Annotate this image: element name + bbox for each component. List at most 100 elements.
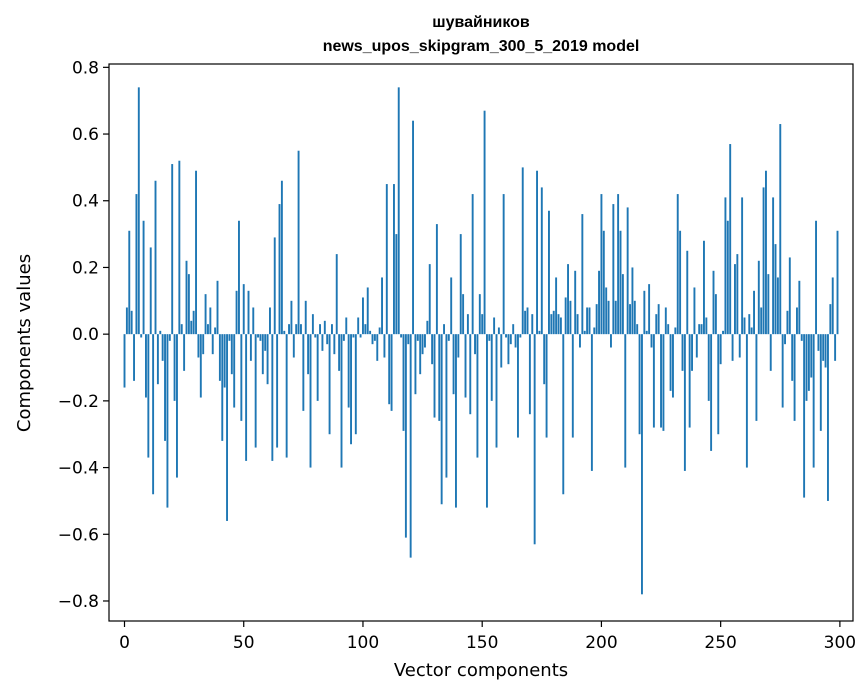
bar (428, 264, 431, 335)
bar (836, 230, 839, 335)
bar (521, 167, 524, 335)
bar (421, 334, 424, 355)
bar (631, 267, 634, 335)
bar (233, 334, 236, 408)
bar (698, 324, 701, 335)
bar (514, 334, 517, 348)
bar (447, 334, 450, 341)
bar (378, 327, 381, 335)
bar (180, 324, 183, 335)
bar (431, 334, 434, 365)
bar (414, 334, 417, 395)
bar (321, 334, 324, 351)
bar (626, 207, 629, 335)
bar (123, 334, 126, 388)
bar (593, 327, 596, 335)
bar (483, 110, 486, 335)
bar (304, 300, 307, 335)
bar (600, 194, 603, 335)
y-tick-label: 0.6 (72, 125, 99, 145)
bar (781, 334, 784, 408)
bar (323, 320, 326, 335)
bar (590, 334, 593, 471)
bar (557, 314, 560, 335)
bar (319, 324, 321, 335)
bar (204, 294, 207, 335)
bar (381, 277, 383, 335)
bar (238, 220, 240, 335)
bar (125, 307, 128, 335)
bar (688, 334, 691, 428)
bar (714, 294, 717, 335)
bar (645, 330, 648, 335)
bar (803, 334, 806, 498)
bar (285, 334, 288, 458)
bar (292, 334, 295, 358)
bar (383, 334, 386, 358)
bar (748, 314, 751, 335)
bar (173, 334, 176, 401)
bar (316, 334, 319, 401)
bar (588, 307, 591, 335)
bar (633, 300, 636, 335)
bar (373, 334, 376, 341)
bar (183, 334, 186, 371)
bar (564, 297, 567, 335)
bar (583, 330, 586, 335)
bar (347, 334, 350, 408)
bar (788, 257, 791, 335)
bar (571, 334, 574, 438)
bar (135, 194, 138, 335)
bar (772, 197, 775, 335)
bar (507, 334, 510, 365)
bar (638, 334, 641, 435)
bar (822, 334, 825, 361)
bar (459, 234, 462, 335)
bar (807, 334, 810, 391)
bar (252, 307, 255, 335)
bar (662, 334, 665, 431)
bar (598, 270, 600, 335)
bar (793, 334, 796, 421)
bar (555, 277, 558, 335)
bar (664, 307, 667, 335)
bar (536, 170, 538, 335)
bar (559, 317, 562, 335)
bar (326, 334, 329, 345)
y-tick-label: −0.8 (58, 592, 99, 612)
x-tick-label: 0 (119, 633, 130, 653)
bar (152, 334, 155, 495)
bar (164, 334, 166, 441)
bar (266, 334, 269, 385)
bar (798, 280, 801, 335)
bar (376, 334, 379, 361)
bar (466, 314, 469, 335)
bar (729, 144, 732, 335)
bar (393, 184, 395, 335)
bar (457, 334, 460, 358)
bar (278, 204, 281, 335)
bar (342, 334, 345, 341)
bar (722, 330, 724, 335)
plot-frame (108, 63, 854, 622)
bar (345, 317, 348, 335)
bar (505, 334, 507, 338)
bar (502, 194, 505, 335)
bar (805, 334, 808, 401)
x-tick-label: 300 (824, 633, 856, 653)
x-tick-label: 50 (233, 633, 255, 653)
bar (223, 334, 226, 388)
bar (176, 334, 178, 478)
bar (137, 87, 140, 335)
bar (741, 197, 744, 335)
bar (726, 220, 729, 335)
bar (452, 334, 455, 395)
bar (147, 334, 150, 458)
bar (161, 334, 164, 361)
bar (753, 290, 755, 335)
bar (655, 314, 658, 335)
bar (469, 334, 472, 415)
bar (369, 330, 372, 335)
bar (254, 334, 257, 448)
bar (731, 334, 734, 361)
